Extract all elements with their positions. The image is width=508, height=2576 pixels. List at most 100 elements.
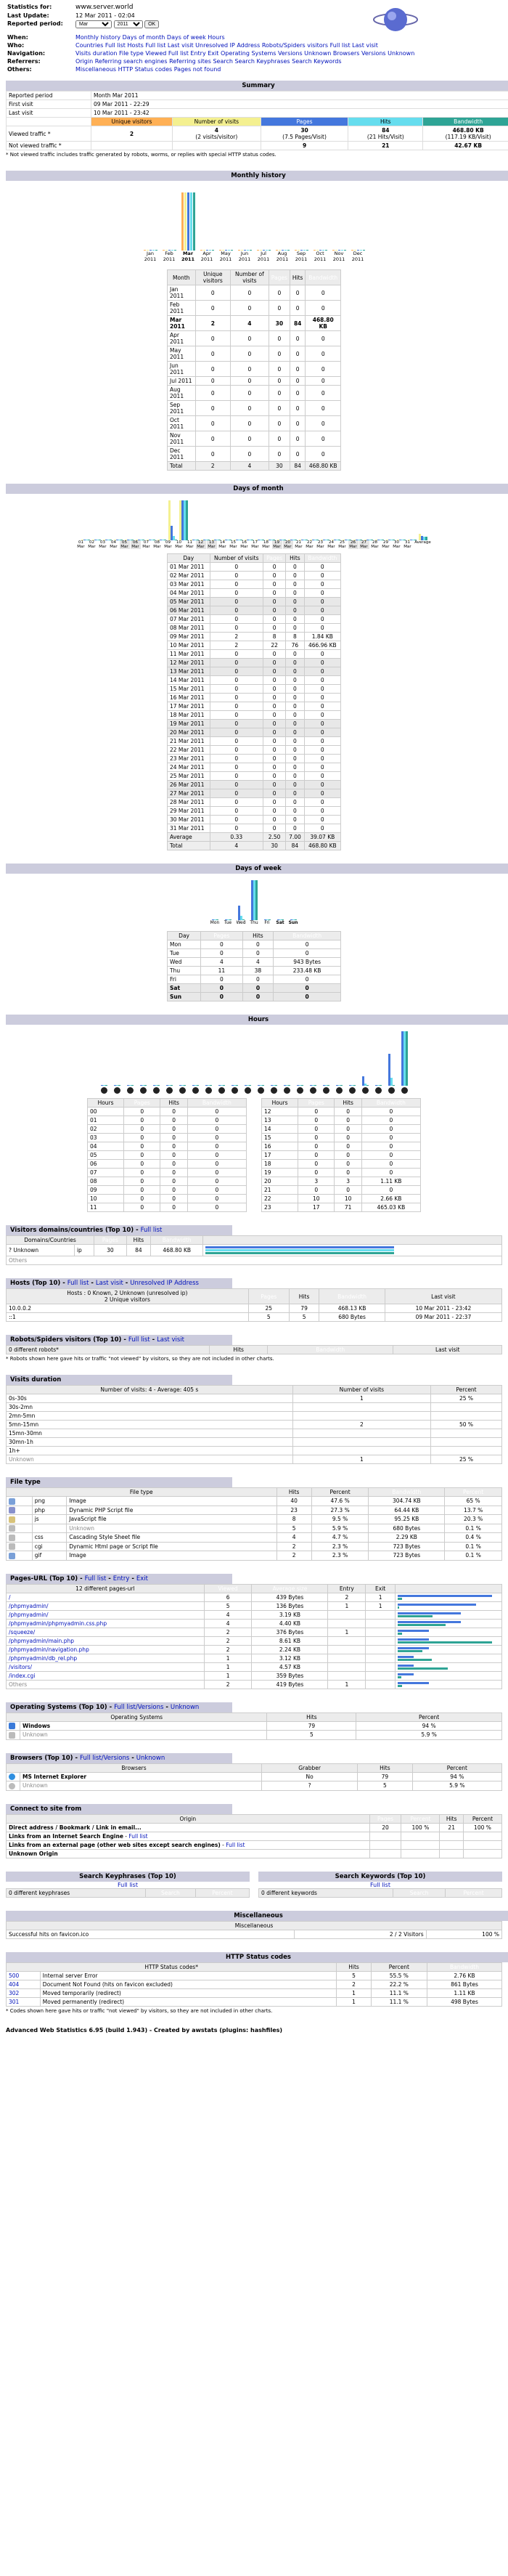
who-link-0[interactable]: Countries	[75, 42, 104, 49]
who-link-8[interactable]: Last visit	[352, 42, 378, 49]
hours-right-cell: 0	[298, 1185, 335, 1195]
page-url-link[interactable]: /phpmyadmin/	[9, 1602, 49, 1609]
pages-row: /phpmyadmin/5 136 Bytes 1 1	[6, 1601, 502, 1611]
ref-link-0[interactable]: Origin	[75, 58, 94, 65]
pages-row: /phpmyadmin/navigation.php 2 2.24 KB	[6, 1644, 502, 1654]
pages-link-0[interactable]: Full list	[84, 1575, 107, 1582]
hosts-link-2[interactable]: Unresolved IP Address	[130, 1280, 199, 1287]
hour-bar	[194, 1085, 197, 1086]
ref-link-5[interactable]: Search Keywords	[292, 58, 342, 65]
browsers-link-1[interactable]: Unknown	[136, 1754, 165, 1762]
keywords-full-list-link[interactable]: Full list	[370, 1881, 390, 1888]
keyphrases-full-list-link[interactable]: Full list	[118, 1881, 138, 1888]
status-code-link[interactable]: 302	[9, 1989, 20, 1996]
nav-link-7[interactable]: Versions	[278, 50, 303, 57]
ref-link-1[interactable]: Referring search engines	[94, 58, 168, 65]
browsers-link-0[interactable]: Full list/Versions	[80, 1754, 130, 1762]
month-select[interactable]: Mar	[75, 20, 112, 28]
page-url-link[interactable]: /phpmyadmin/	[9, 1611, 49, 1618]
hour-bar	[379, 1085, 382, 1086]
others-link-1[interactable]: HTTP Status codes	[118, 66, 173, 73]
status-code-link[interactable]: 500	[9, 1972, 20, 1979]
nav-link-8[interactable]: Unknown	[304, 50, 332, 57]
status-cell: 1	[336, 1988, 372, 1998]
month-bar	[356, 250, 359, 251]
when-link-2[interactable]: Days of week	[166, 34, 206, 41]
status-code-link[interactable]: 404	[9, 1980, 20, 1988]
os-hits: 79	[266, 1720, 357, 1731]
page-url-link[interactable]: /visitors/	[9, 1663, 33, 1670]
nav-link-9[interactable]: Browsers	[332, 50, 360, 57]
day-label: 10 Mar	[175, 540, 183, 549]
hours-right-cell: 3	[298, 1177, 335, 1186]
days-cell: 0	[303, 815, 342, 824]
who-link-6[interactable]: Robots/Spiders visitors	[261, 42, 329, 49]
nav-link-4[interactable]: Entry	[190, 50, 206, 57]
robots-link-0[interactable]: Full list	[128, 1336, 150, 1344]
pages-cell: 376 Bytes	[251, 1627, 329, 1637]
page-url-link[interactable]: /	[9, 1593, 11, 1601]
page-url-link[interactable]: /index.cgi	[9, 1672, 36, 1679]
nav-link-6[interactable]: Operating Systems	[220, 50, 276, 57]
ref-link-3[interactable]: Search	[213, 58, 233, 65]
page-url-link[interactable]: /phpmyadmin/db_rel.php	[9, 1654, 78, 1662]
nav-link-1[interactable]: File type	[118, 50, 144, 57]
duration-head: Number of visits: 4 - Average: 405 s	[6, 1385, 293, 1394]
page-url-link[interactable]: /phpmyadmin/phpmyadmin.css.php	[9, 1620, 107, 1627]
nav-link-11[interactable]: Unknown	[388, 50, 415, 57]
ref-link-2[interactable]: Referring sites	[169, 58, 211, 65]
days-cell: 0	[285, 815, 305, 824]
week-col-0: Day	[166, 931, 202, 940]
status-code-link[interactable]: 301	[9, 1998, 20, 2005]
origin-search-full-list-link[interactable]: Full list	[128, 1832, 148, 1840]
who-link-5[interactable]: Unresolved IP Address	[195, 42, 261, 49]
when-link-1[interactable]: Days of month	[122, 34, 165, 41]
days-cell: 0	[303, 763, 342, 772]
who-link-7[interactable]: Full list	[329, 42, 351, 49]
nav-link-0[interactable]: Visits duration	[75, 50, 118, 57]
hosts-link-1[interactable]: Last visit	[95, 1280, 123, 1287]
days-row: 27 Mar 2011 0 0 0 0	[167, 789, 342, 798]
month-bar	[303, 250, 306, 251]
ok-button[interactable]: OK	[144, 20, 160, 28]
os-link-0[interactable]: Full list/Versions	[114, 1703, 164, 1711]
duration-row: 2mn-5mn	[6, 1411, 502, 1421]
robots-link-1[interactable]: Last visit	[157, 1336, 184, 1344]
clock-icon	[257, 1087, 264, 1094]
who-link-3[interactable]: Full list	[145, 42, 166, 49]
who-link-2[interactable]: Hosts	[127, 42, 144, 49]
nav-link-10[interactable]: Versions	[361, 50, 386, 57]
countries-full-list-link[interactable]: Full list	[140, 1227, 163, 1234]
who-link-4[interactable]: Last visit	[167, 42, 194, 49]
nav-link-5[interactable]: Exit	[208, 50, 219, 57]
days-cell: 0	[285, 797, 305, 807]
others-link-2[interactable]: Pages not found	[173, 66, 221, 73]
week-cell: 0	[200, 983, 243, 993]
monthly-labels: Jan 2011 Feb 2011 Mar 2011 Apr 2011 May 2011…	[6, 251, 502, 262]
pages-link-2[interactable]: Exit	[136, 1575, 148, 1582]
hours-right-cell: 23	[261, 1203, 299, 1212]
monthly-cell: 0	[230, 285, 269, 301]
when-link-3[interactable]: Hours	[208, 34, 225, 41]
hosts-link-0[interactable]: Full list	[67, 1280, 89, 1287]
week-row: Mon 0 0 0	[166, 940, 341, 949]
day-bar	[179, 500, 181, 540]
when-link-0[interactable]: Monthly history	[75, 34, 121, 41]
duration-percent: 25 %	[430, 1394, 502, 1403]
pages-cell	[365, 1618, 396, 1628]
year-select[interactable]: 2011	[113, 20, 143, 28]
days-cell: 0	[285, 606, 305, 615]
os-link-1[interactable]: Unknown	[170, 1703, 200, 1711]
nav-link-2[interactable]: Viewed	[145, 50, 167, 57]
pages-link-1[interactable]: Entry	[112, 1575, 130, 1582]
origin-ext-full-list-link[interactable]: Full list	[226, 1841, 245, 1848]
others-link-0[interactable]: Miscellaneous	[75, 66, 117, 73]
nav-link-3[interactable]: Full list	[168, 50, 189, 57]
days-cell: 20 Mar 2011	[167, 728, 210, 737]
ref-link-4[interactable]: Search Keyphrases	[234, 58, 290, 65]
who-link-1[interactable]: Full list	[105, 42, 126, 49]
page-url-link[interactable]: /phpmyadmin/main.php	[9, 1637, 74, 1644]
page-url-link[interactable]: /squeeze/	[9, 1628, 36, 1636]
page-url-link[interactable]: /phpmyadmin/navigation.php	[9, 1646, 89, 1653]
days-cell: 03 Mar 2011	[167, 580, 210, 589]
